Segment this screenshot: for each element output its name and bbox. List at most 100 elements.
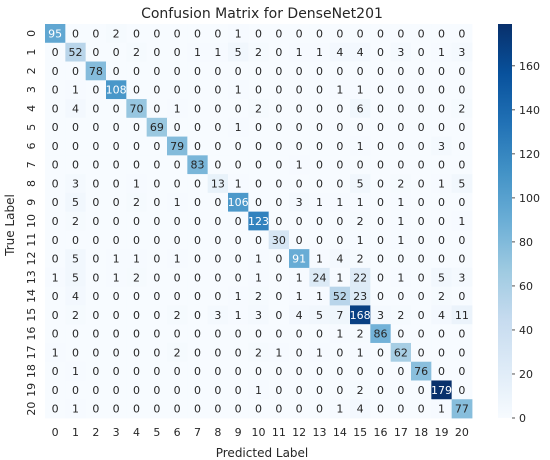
cell-value-label: 1 <box>113 271 120 284</box>
heatmap-cell <box>228 136 249 156</box>
cell-value-label: 0 <box>194 65 201 78</box>
cell-value-label: 0 <box>92 27 99 40</box>
cell-value-label: 0 <box>275 159 282 172</box>
heatmap-cell <box>248 267 270 288</box>
y-tick-label: 9 <box>25 199 38 206</box>
heatmap-cell <box>45 324 66 344</box>
heatmap-cell <box>309 174 331 194</box>
heatmap-cell <box>187 230 209 250</box>
cell-value-label: 0 <box>113 46 120 59</box>
colorbar <box>498 24 512 418</box>
cell-value-label: 0 <box>194 346 201 359</box>
cell-value-label: 1 <box>255 253 262 266</box>
heatmap-cell <box>431 399 453 419</box>
cell-value-label: 0 <box>194 290 201 303</box>
heatmap-cell <box>45 155 66 175</box>
heatmap-cell <box>451 399 473 419</box>
heatmap-cell <box>167 361 188 381</box>
cell-value-label: 0 <box>52 140 59 153</box>
heatmap-cell <box>329 24 351 44</box>
heatmap-cell <box>431 192 453 213</box>
heatmap-cell <box>167 61 188 81</box>
cell-value-label: 2 <box>357 253 364 266</box>
heatmap-cell <box>106 324 127 344</box>
cell-value-label: 0 <box>92 271 99 284</box>
cell-value-label: 108 <box>106 84 127 97</box>
heatmap-cell <box>411 380 432 400</box>
cell-value-label: 0 <box>275 290 282 303</box>
cell-value-label: 0 <box>133 309 140 322</box>
heatmap-cell <box>207 192 229 213</box>
heatmap-cell <box>411 230 432 250</box>
heatmap-cell <box>146 230 168 250</box>
cell-value-label: 0 <box>458 234 465 247</box>
heatmap-cell <box>126 136 148 156</box>
cell-value-label: 0 <box>357 365 364 378</box>
cell-value-label: 0 <box>336 102 343 115</box>
cell-value-label: 0 <box>214 253 221 266</box>
heatmap-cell <box>350 305 371 325</box>
cell-value-label: 0 <box>174 290 181 303</box>
cell-value-label: 0 <box>397 290 404 303</box>
heatmap-cell <box>45 342 66 363</box>
cell-value-label: 0 <box>296 403 303 416</box>
heatmap-cell <box>411 136 432 156</box>
cell-value-label: 0 <box>255 27 262 40</box>
cell-value-label: 52 <box>69 46 83 59</box>
cell-value-label: 0 <box>92 346 99 359</box>
cell-value-label: 0 <box>174 159 181 172</box>
cell-value-label: 0 <box>174 84 181 97</box>
cell-value-label: 76 <box>414 365 428 378</box>
heatmap-cell <box>390 305 412 325</box>
cell-value-label: 168 <box>350 309 371 322</box>
cell-value-label: 4 <box>438 309 445 322</box>
heatmap-cell <box>167 399 188 419</box>
cell-value-label: 3 <box>72 177 79 190</box>
heatmap-cell <box>431 24 453 44</box>
heatmap-cell <box>268 99 290 119</box>
cell-value-label: 0 <box>336 177 343 190</box>
heatmap-cell <box>248 380 270 400</box>
cell-value-label: 95 <box>48 27 62 40</box>
heatmap-cell <box>45 80 66 100</box>
heatmap-cell <box>309 117 331 137</box>
heatmap-cell <box>350 324 371 344</box>
cell-value-label: 0 <box>214 328 221 341</box>
cell-value-label: 0 <box>235 159 242 172</box>
heatmap-cell <box>65 42 87 62</box>
heatmap-cell <box>85 80 107 100</box>
heatmap-cell <box>431 249 453 269</box>
heatmap-cell <box>187 286 209 306</box>
cell-value-label: 1 <box>235 309 242 322</box>
cell-value-label: 0 <box>397 159 404 172</box>
cell-value-label: 1 <box>174 196 181 209</box>
cell-value-label: 0 <box>52 159 59 172</box>
heatmap-cell <box>451 267 473 288</box>
heatmap-cell <box>85 361 107 381</box>
heatmap-cell <box>207 42 229 62</box>
cell-value-label: 0 <box>194 102 201 115</box>
cell-value-label: 0 <box>194 328 201 341</box>
cell-value-label: 0 <box>235 253 242 266</box>
cell-value-label: 0 <box>72 121 79 134</box>
cell-value-label: 0 <box>336 234 343 247</box>
heatmap-cell <box>309 42 331 62</box>
cell-value-label: 3 <box>214 309 221 322</box>
x-tick-label: 12 <box>292 426 306 439</box>
heatmap-cell <box>65 286 87 306</box>
y-tick-label: 2 <box>25 67 38 74</box>
heatmap-cell <box>350 117 371 137</box>
cell-value-label: 0 <box>214 159 221 172</box>
cell-value-label: 2 <box>133 46 140 59</box>
cell-value-label: 0 <box>92 309 99 322</box>
heatmap-cell <box>451 211 473 231</box>
heatmap-cell <box>65 249 87 269</box>
cell-value-label: 0 <box>418 253 425 266</box>
cell-value-label: 83 <box>191 159 205 172</box>
heatmap-cell <box>126 361 148 381</box>
heatmap-cell <box>187 24 209 44</box>
heatmap-cell <box>248 61 270 81</box>
heatmap-cell <box>431 99 453 119</box>
heatmap-cell <box>65 267 87 288</box>
